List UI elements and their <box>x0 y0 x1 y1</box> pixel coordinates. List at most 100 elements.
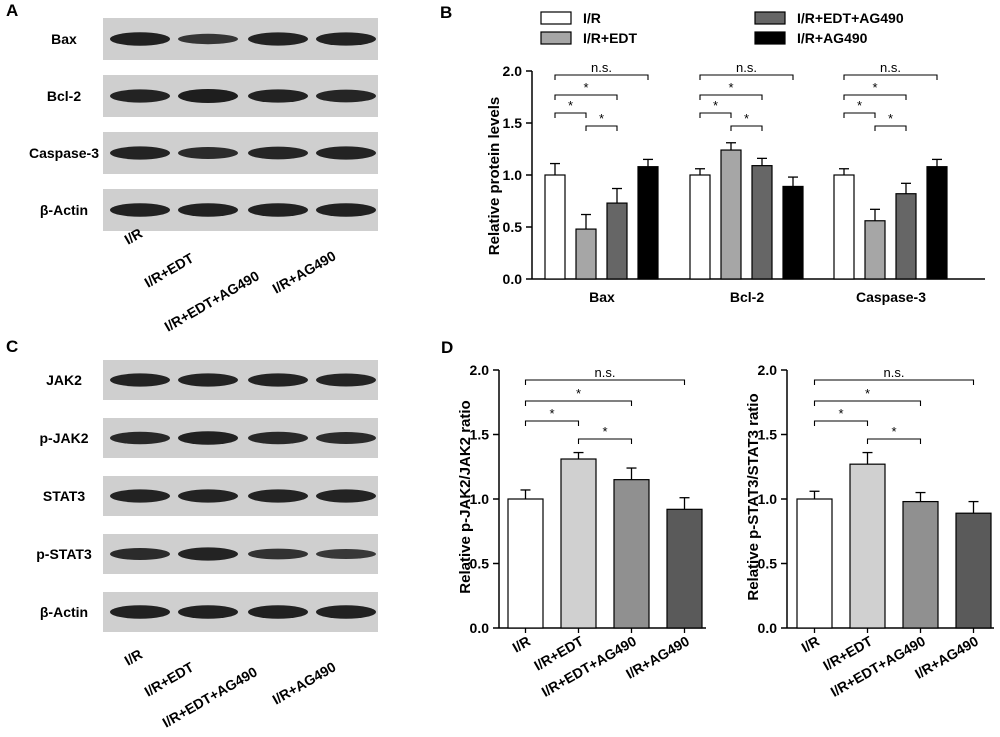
significance-label: * <box>857 98 862 113</box>
panel-letter-a: A <box>6 1 18 20</box>
chart-d1-ylabel: Relative p-JAK2/JAK2 ratio <box>457 400 474 593</box>
legend-swatch <box>540 11 572 25</box>
significance-label: n.s. <box>884 365 905 380</box>
western-blot-c: JAK2 p-JAK2 STAT3 p-STAT3 β-Actin <box>36 360 378 632</box>
significance-bracket <box>585 125 618 131</box>
blot-band <box>316 549 376 559</box>
blot-band <box>178 89 238 103</box>
condition-label: I/R+AG490 <box>270 247 339 296</box>
y-tick-label: 1.5 <box>470 427 490 443</box>
blot-band <box>248 605 308 619</box>
significance-label: n.s. <box>736 60 757 75</box>
blot-row-label: Bcl-2 <box>47 88 81 104</box>
significance-label: n.s. <box>591 60 612 75</box>
condition-label: I/R+AG490 <box>270 658 339 707</box>
y-tick-label: 0.0 <box>758 620 778 636</box>
bar <box>864 220 886 280</box>
significance-bracket <box>577 438 633 444</box>
significance-label: * <box>838 406 843 421</box>
y-tick-label: 1.0 <box>758 491 778 507</box>
bar <box>544 174 566 280</box>
bar <box>902 500 939 629</box>
blot-band <box>110 203 170 217</box>
bar <box>895 193 917 280</box>
significance-label: * <box>865 386 870 401</box>
bar <box>796 498 833 629</box>
y-tick-label: 0.0 <box>470 620 490 636</box>
legend-label: I/R+EDT+AG490 <box>797 10 904 26</box>
significance-bracket <box>699 94 763 100</box>
significance-bracket <box>524 420 580 426</box>
blot-band <box>110 548 170 560</box>
y-tick-label: 2.0 <box>503 63 523 79</box>
significance-bracket <box>554 112 587 118</box>
western-blot-a: Bax Bcl-2 Caspase-3 β-Actin <box>29 18 378 231</box>
significance-bracket <box>554 74 649 80</box>
blot-band <box>316 489 376 503</box>
legend-swatch <box>540 31 572 45</box>
significance-label: * <box>568 98 573 113</box>
blot-band <box>248 146 308 160</box>
panel-letter-d: D <box>441 338 453 357</box>
bar <box>955 512 992 629</box>
legend-label: I/R+AG490 <box>797 30 868 46</box>
significance-label: * <box>599 111 604 126</box>
significance-bracket <box>524 379 686 385</box>
chart-b-legend: I/R I/R+EDT I/R+EDT+AG490 I/R+AG490 <box>540 10 904 46</box>
condition-label: I/R <box>122 225 145 248</box>
significance-label: * <box>602 424 607 439</box>
panel-letter-b: B <box>440 3 452 22</box>
blot-band <box>178 605 238 619</box>
panel-letter-c: C <box>6 337 18 356</box>
blot-row-label: Bax <box>51 31 77 47</box>
bar <box>666 508 703 629</box>
x-category-label: I/R <box>510 633 533 656</box>
blot-band <box>248 548 308 560</box>
y-tick-label: 1.5 <box>503 115 523 131</box>
bar <box>720 149 742 280</box>
bar <box>926 166 948 280</box>
blot-row-label: β-Actin <box>40 202 88 218</box>
condition-label: I/R <box>122 646 145 669</box>
blot-band <box>110 605 170 619</box>
bar <box>606 202 628 280</box>
blot-band <box>248 373 308 387</box>
significance-bracket <box>843 74 938 80</box>
blot-row-label: p-STAT3 <box>36 546 92 562</box>
bar <box>849 463 886 629</box>
blot-band <box>110 146 170 160</box>
blot-band <box>110 32 170 46</box>
blot-band <box>110 431 170 445</box>
legend-label: I/R+EDT <box>583 30 638 46</box>
y-tick-label: 1.5 <box>758 427 778 443</box>
significance-label: * <box>728 80 733 95</box>
bar <box>833 174 855 280</box>
significance-bracket <box>874 125 907 131</box>
y-tick-label: 2.0 <box>758 362 778 378</box>
blot-c-conditions: I/R I/R+EDT I/R+EDT+AG490 I/R+AG490 <box>122 646 339 731</box>
legend-label: I/R <box>583 10 601 26</box>
significance-bracket <box>730 125 763 131</box>
blot-band <box>110 373 170 387</box>
legend-swatch <box>754 11 786 25</box>
blot-band <box>316 32 376 46</box>
x-category-label: Caspase-3 <box>856 289 926 305</box>
significance-label: * <box>549 406 554 421</box>
significance-bracket <box>843 112 876 118</box>
chart-b-protein-levels: I/R I/R+EDT I/R+EDT+AG490 I/R+AG490 Relativ… <box>486 10 985 305</box>
significance-bracket <box>524 400 633 406</box>
significance-bracket <box>843 94 907 100</box>
blot-band <box>178 33 238 45</box>
bar <box>507 498 544 629</box>
blot-row-label: JAK2 <box>46 372 82 388</box>
blot-band <box>316 373 376 387</box>
y-tick-label: 2.0 <box>470 362 490 378</box>
significance-label: * <box>888 111 893 126</box>
significance-label: * <box>872 80 877 95</box>
blot-band <box>248 489 308 503</box>
blot-band <box>178 547 238 561</box>
blot-band <box>316 605 376 619</box>
blot-a-conditions: I/R I/R+EDT I/R+EDT+AG490 I/R+AG490 <box>122 225 339 335</box>
blot-band <box>178 431 238 445</box>
